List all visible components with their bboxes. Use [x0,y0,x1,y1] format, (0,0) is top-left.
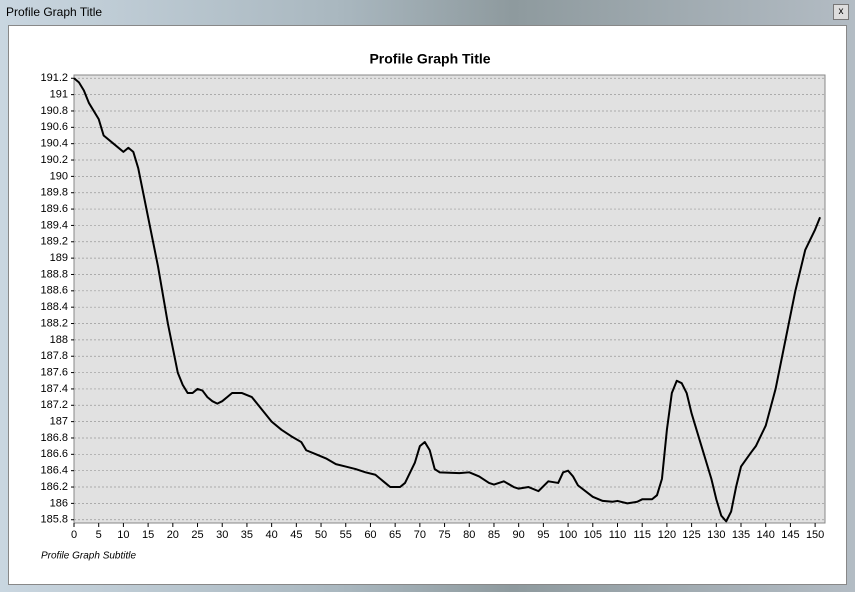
chart-subtitle: Profile Graph Subtitle [41,551,136,562]
x-tick-label: 25 [191,529,203,541]
x-tick-label: 135 [732,529,750,541]
y-tick-label: 188.4 [40,301,68,313]
y-tick-label: 186 [50,497,68,509]
x-tick-label: 100 [559,529,577,541]
x-tick-label: 30 [216,529,228,541]
x-tick-label: 85 [488,529,500,541]
y-tick-label: 188.6 [40,285,68,297]
x-tick-label: 55 [340,529,352,541]
x-tick-label: 45 [290,529,302,541]
x-tick-label: 60 [364,529,376,541]
y-tick-label: 190.6 [40,121,68,133]
y-tick-label: 189 [50,252,68,264]
chart: Profile Graph Title Profile Graph Subtit… [8,25,847,585]
x-tick-label: 40 [266,529,278,541]
y-tick-label: 188.8 [40,268,68,280]
y-tick-label: 190.4 [40,138,68,150]
y-tick-label: 190 [50,170,68,182]
x-tick-label: 105 [584,529,602,541]
y-tick-label: 185.8 [40,514,68,526]
x-tick-label: 70 [414,529,426,541]
x-tick-label: 150 [806,529,824,541]
x-tick-label: 115 [633,529,651,541]
y-tick-label: 188 [50,334,68,346]
close-button[interactable]: x [833,4,849,20]
y-tick-label: 187.4 [40,383,68,395]
x-tick-label: 75 [438,529,450,541]
x-tick-label: 125 [682,529,700,541]
x-tick-label: 130 [707,529,725,541]
y-tick-label: 191.2 [40,72,68,84]
x-tick-label: 5 [96,529,102,541]
y-tick-label: 187.6 [40,366,68,378]
x-tick-label: 120 [658,529,676,541]
x-tick-label: 10 [117,529,129,541]
x-tick-label: 35 [241,529,253,541]
y-tick-label: 191 [50,89,68,101]
x-tick-label: 20 [167,529,179,541]
x-tick-label: 110 [609,529,627,541]
x-tick-label: 65 [389,529,401,541]
y-tick-label: 187 [50,416,68,428]
chart-title: Profile Graph Title [369,51,490,67]
line [73,77,821,523]
x-tick-label: 95 [537,529,549,541]
y-tick-label: 190.2 [40,154,68,166]
x-tick-label: 140 [757,529,775,541]
x-tick-label: 50 [315,529,327,541]
x-tick-label: 90 [513,529,525,541]
y-tick-label: 187.8 [40,350,68,362]
y-tick-label: 186.2 [40,481,68,493]
x-tick-label: 15 [142,529,154,541]
y-tick-label: 186.8 [40,432,68,444]
plot-area [73,74,826,524]
y-tick-label: 189.8 [40,187,68,199]
y-tick-label: 186.4 [40,465,68,477]
y-tick-label: 187.2 [40,399,68,411]
window-title: Profile Graph Title [6,5,103,19]
x-tick-label: 80 [463,529,475,541]
y-tick-label: 189.6 [40,203,68,215]
y-tick-label: 189.4 [40,219,68,231]
y-tick-label: 190.8 [40,105,68,117]
y-tick-label: 189.2 [40,236,68,248]
x-tick-label: 145 [781,529,799,541]
x-tick-label: 0 [71,529,77,541]
y-tick-label: 188.2 [40,317,68,329]
y-tick-label: 186.6 [40,448,68,460]
